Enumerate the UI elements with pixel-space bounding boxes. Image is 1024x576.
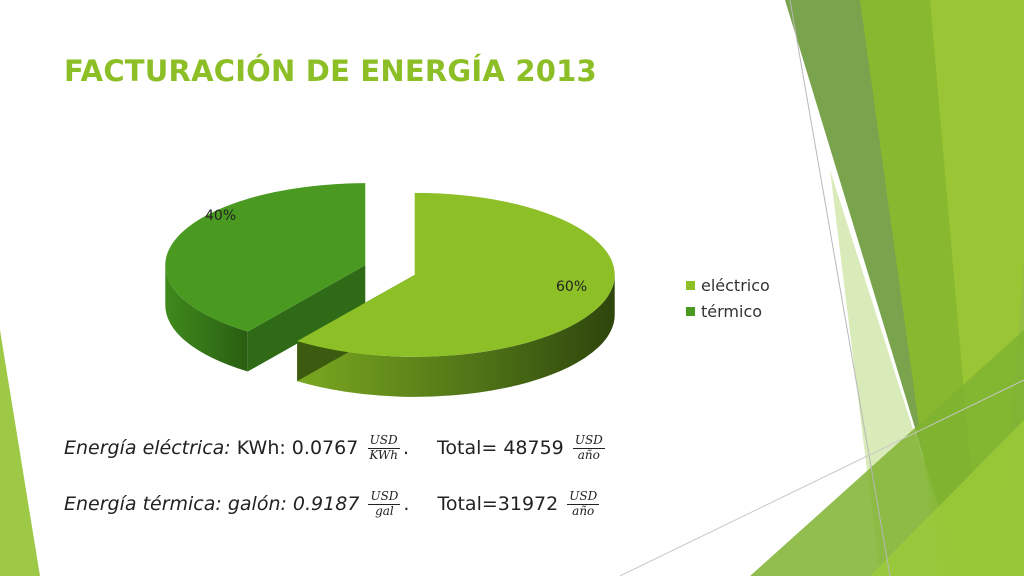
legend-swatch <box>686 306 695 316</box>
fraction-usd-ano: USD año <box>572 433 605 463</box>
pie-cut-face <box>247 265 366 372</box>
page-title: FACTURACIÓN DE ENERGÍA 2013 <box>64 54 597 88</box>
legend-item-electrico: eléctrico <box>686 272 770 298</box>
fraction-usd-ano: USD año <box>567 489 600 519</box>
legend-label: eléctrico <box>701 275 770 295</box>
pie-side-térmico <box>165 265 248 372</box>
formula-total: Total= 48759 <box>437 437 570 460</box>
formula-termica: Energía térmica: galón: 0.9187 USD gal .… <box>64 489 602 519</box>
legend-swatch <box>686 280 695 290</box>
pie-side-eléctrico <box>297 274 615 397</box>
fraction-usd-kwh: USD KWh <box>367 433 400 463</box>
fraction-numerator: USD <box>567 489 600 505</box>
fraction-numerator: USD <box>367 433 400 449</box>
fraction-denominator: gal <box>375 503 394 518</box>
pie-slice-eléctrico <box>297 192 615 357</box>
formula-period: . <box>403 493 410 516</box>
formula-total: Total=31972 <box>437 493 565 516</box>
legend-label: térmico <box>701 301 763 321</box>
formula-label: Energía eléctrica: <box>64 437 231 460</box>
fraction-denominator: año <box>572 503 595 518</box>
pie-slice-térmico <box>165 183 366 332</box>
formula-label: Energía térmica: galón: 0.9187 <box>64 493 366 516</box>
fraction-numerator: USD <box>368 489 401 505</box>
fraction-usd-gal: USD gal <box>368 489 401 519</box>
chart-legend: eléctrico térmico <box>686 272 770 324</box>
fraction-denominator: año <box>577 447 600 462</box>
legend-item-termico: térmico <box>686 298 770 324</box>
fraction-denominator: KWh <box>369 447 398 462</box>
data-label-eléctrico: 60% <box>556 279 587 295</box>
formula-period: . <box>402 437 409 460</box>
data-label-térmico: 40% <box>205 208 236 224</box>
formula-electrica: Energía eléctrica: KWh: 0.0767 USD KWh .… <box>64 433 608 463</box>
fraction-numerator: USD <box>572 433 605 449</box>
formula-text: KWh: 0.0767 <box>230 437 365 460</box>
